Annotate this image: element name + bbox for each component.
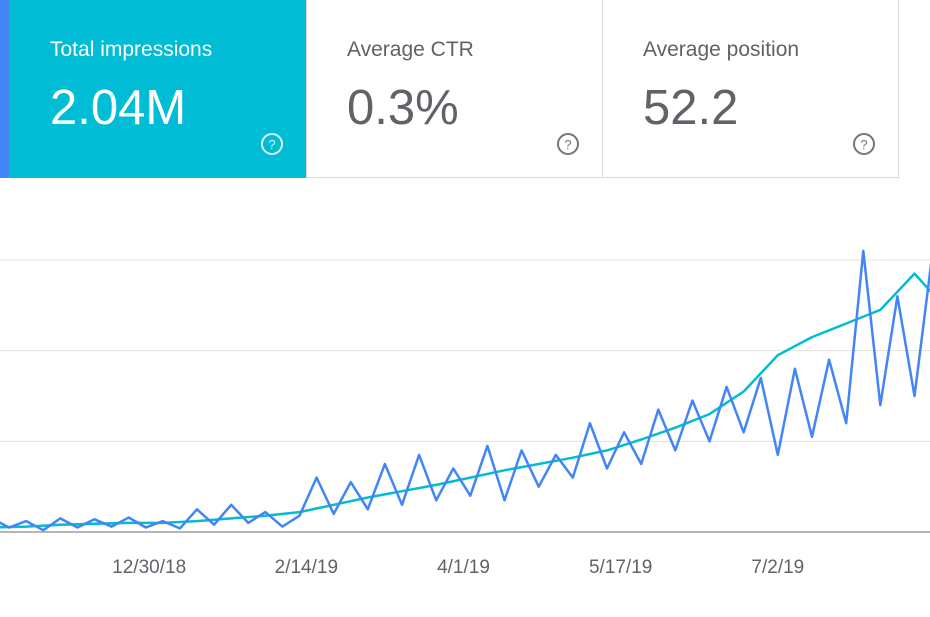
help-circle-icon[interactable]: ? <box>852 132 876 156</box>
card-label: Average CTR <box>347 38 474 61</box>
average-position-card[interactable]: Average position 52.2 ? <box>602 0 899 178</box>
help-circle-icon[interactable]: ? <box>260 132 284 156</box>
card-label: Total impressions <box>50 38 213 61</box>
metric-cards: Total impressions 2.04M ? Average CTR 0.… <box>0 0 930 178</box>
x-tick-label: 4/1/19 <box>437 557 490 578</box>
card-label: Average position <box>643 38 800 61</box>
series-line-a <box>0 272 930 529</box>
x-tick-label: 5/17/19 <box>589 557 652 578</box>
total-impressions-card[interactable]: Total impressions 2.04M ? <box>0 0 306 178</box>
svg-text:?: ? <box>860 137 867 152</box>
average-ctr-card[interactable]: Average CTR 0.3% ? <box>306 0 603 178</box>
svg-text:?: ? <box>268 137 275 152</box>
impressions-line-chart: 812/30/182/14/194/1/195/17/197/2/198 <box>0 249 930 578</box>
help-circle-icon[interactable]: ? <box>556 132 580 156</box>
card-value: 0.3% <box>347 81 459 135</box>
series-line-b <box>0 249 930 532</box>
selected-indicator <box>0 0 9 178</box>
card-value: 52.2 <box>643 81 739 135</box>
x-tick-label: 12/30/18 <box>112 557 186 578</box>
x-tick-label: 2/14/19 <box>275 557 338 578</box>
card-value: 2.04M <box>50 81 187 135</box>
x-tick-label: 7/2/19 <box>751 557 804 578</box>
svg-text:?: ? <box>564 137 571 152</box>
